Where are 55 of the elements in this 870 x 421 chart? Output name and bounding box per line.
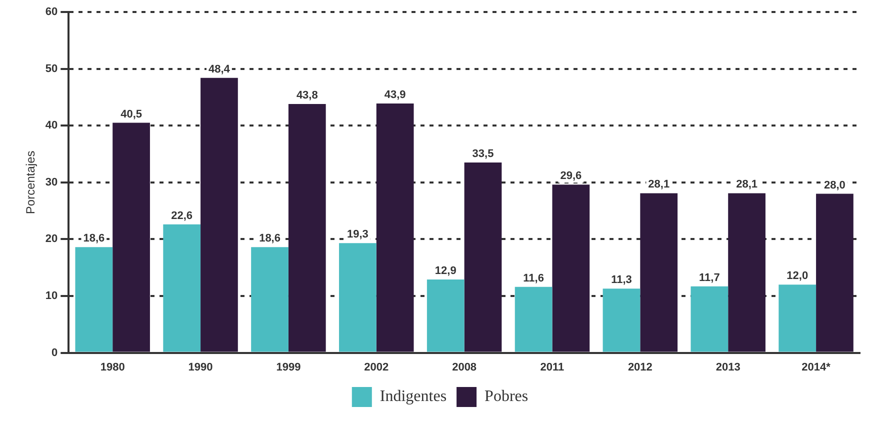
bar	[602, 288, 640, 352]
bar	[552, 184, 590, 352]
data-label: 43,8	[296, 90, 318, 102]
data-label: 11,7	[699, 272, 720, 284]
data-label: 40,5	[120, 108, 142, 120]
x-tick-label: 2012	[628, 361, 652, 374]
x-tick-label: 1990	[188, 361, 213, 374]
data-label: 11,3	[611, 274, 632, 286]
y-tick-label: 50	[45, 62, 58, 75]
bar	[163, 224, 201, 352]
bar	[112, 122, 150, 352]
data-label: 19,3	[346, 228, 368, 241]
x-tick-label: 1999	[276, 361, 301, 374]
bar	[728, 193, 766, 352]
data-label: 18,6	[259, 232, 280, 245]
bar	[200, 78, 238, 352]
x-tick-label: 2014*	[802, 361, 832, 374]
bar	[514, 286, 552, 352]
data-label: 12,0	[786, 270, 808, 282]
legend-label: Indigentes	[380, 388, 447, 406]
data-label: 43,9	[384, 88, 406, 101]
x-tick-label: 1980	[100, 361, 125, 374]
bar	[251, 247, 288, 352]
bar	[376, 103, 414, 352]
data-label: 48,4	[208, 63, 231, 76]
x-tick-label: 2008	[452, 361, 477, 374]
data-label: 28,0	[824, 179, 846, 192]
bar	[288, 104, 326, 352]
data-label: 33,5	[472, 148, 494, 160]
bar	[464, 162, 502, 352]
data-label: 12,9	[434, 265, 456, 278]
data-label: 28,1	[736, 178, 758, 191]
bar	[816, 194, 854, 352]
y-axis-title: Porcentajes	[24, 150, 38, 214]
data-label: 29,6	[560, 170, 582, 182]
bar	[640, 193, 678, 352]
legend-label: Pobres	[484, 388, 528, 406]
x-tick-label: 2011	[540, 361, 564, 374]
bar	[690, 286, 728, 352]
bar	[426, 280, 464, 352]
y-tick-label: 60	[45, 6, 58, 18]
x-tick-label: 2013	[716, 361, 740, 374]
x-tick-label: 2002	[364, 361, 389, 374]
y-tick-label: 0	[52, 346, 58, 359]
bar	[778, 284, 816, 352]
data-label: 22,6	[171, 210, 193, 222]
data-label: 18,6	[83, 232, 105, 245]
data-label: 11,6	[523, 272, 544, 284]
y-tick-label: 30	[45, 176, 58, 188]
y-tick-label: 10	[45, 290, 58, 302]
bar	[75, 247, 113, 352]
data-label: 28,1	[648, 178, 670, 191]
y-tick-label: 20	[45, 233, 58, 246]
y-tick-label: 40	[45, 120, 58, 132]
bar	[339, 243, 376, 352]
